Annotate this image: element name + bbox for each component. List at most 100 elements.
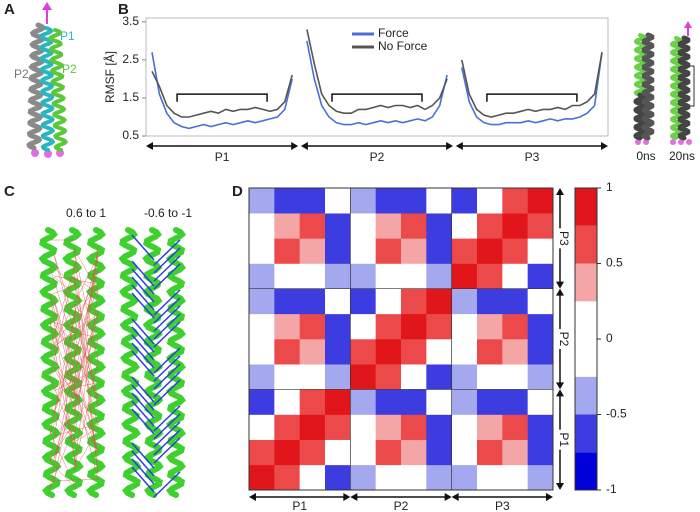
contact-line: [49, 266, 77, 354]
heatmap-cell: [350, 439, 376, 466]
arrow-head: [556, 483, 564, 490]
heatmap-cell: [477, 263, 503, 289]
heatmap-cell: [375, 313, 402, 340]
heatmap-cell: [350, 339, 376, 365]
colorbar-bin: [575, 452, 597, 490]
heatmap-cell: [401, 313, 427, 340]
heatmap-cell: [451, 238, 478, 264]
arrow-head: [556, 382, 564, 390]
segment-label-bg: [555, 429, 566, 450]
arrow-head: [446, 142, 454, 150]
contact-line: [131, 442, 155, 469]
heatmap-cell: [451, 364, 478, 390]
heatmap-cell: [274, 364, 300, 390]
colorbar-tick-label: -0.5: [606, 407, 627, 421]
heatmap-cell: [477, 288, 503, 315]
segment-label: P1: [292, 499, 307, 512]
contact-label: -0.6 to -1: [144, 206, 192, 220]
heatmap-cell: [527, 389, 554, 415]
heatmap-cell: [527, 339, 554, 365]
contact-line: [131, 384, 155, 411]
contact-line: [53, 478, 99, 482]
contact-line: [153, 289, 181, 316]
heatmap-cell: [401, 364, 427, 390]
contact-line: [131, 458, 155, 485]
contact-line: [131, 284, 155, 311]
heatmap-cell: [350, 213, 376, 239]
arrow-head: [556, 281, 564, 289]
contact-line: [73, 248, 99, 362]
heatmap-cell: [299, 464, 326, 491]
segment-label-bg: [555, 228, 566, 249]
contact-line: [153, 471, 181, 498]
arrow-head: [343, 493, 351, 501]
contact-line: [131, 376, 155, 403]
snapshots: [635, 21, 695, 145]
heatmap-cell: [426, 288, 452, 315]
contact-line: [153, 405, 181, 432]
heatmap-cell: [527, 188, 554, 214]
contact-line: [53, 275, 99, 285]
heatmap-cell: [477, 464, 503, 491]
series-line: [461, 52, 603, 118]
heatmap-cell: [426, 238, 452, 264]
plot-frame: [248, 187, 554, 491]
panel-label: D: [232, 183, 243, 200]
heatmap-cell: [350, 238, 376, 264]
contact-line: [49, 284, 77, 296]
heatmap-cell: [350, 414, 376, 440]
heatmap-cell: [350, 364, 376, 390]
helix-label: P2: [14, 67, 29, 81]
plot-frame: [145, 17, 609, 137]
heatmap-cell: [502, 364, 528, 390]
contact-line: [131, 342, 155, 369]
panel-label: C: [4, 183, 15, 200]
arrow-head: [546, 493, 553, 501]
heatmap-cell: [350, 288, 376, 315]
heatmap-cell: [375, 414, 402, 440]
heatmap-cell: [249, 263, 275, 289]
heatmap-cell: [375, 188, 402, 214]
heatmap-cell: [350, 464, 376, 491]
legend-label: No Force: [378, 39, 428, 53]
heatmap-cell: [249, 364, 275, 390]
heatmap-cell: [477, 414, 503, 440]
heatmap-cell: [451, 414, 478, 440]
helix: [47, 28, 69, 152]
heatmap-cell: [451, 313, 478, 340]
contact-line: [73, 331, 99, 339]
legend-label: Force: [378, 26, 409, 40]
heatmap-cell: [274, 313, 300, 340]
contact-line: [153, 371, 181, 398]
segment-label: P1: [215, 150, 230, 164]
segment-label: P1: [557, 432, 571, 447]
contact-line: [53, 284, 99, 346]
y-tick-label: 2.5: [122, 52, 139, 66]
heatmap-cell: [451, 188, 478, 214]
heatmap-cell: [426, 439, 452, 466]
heatmap-cell: [274, 188, 300, 214]
heatmap-cell: [325, 313, 351, 340]
arrow-head: [556, 188, 564, 195]
heatmap-cell: [401, 339, 427, 365]
contact-line: [131, 392, 155, 419]
snapshot-label: 20ns: [669, 149, 695, 163]
heatmap-cell: [426, 364, 452, 390]
heatmap-cell: [375, 464, 402, 491]
contact-line: [49, 351, 77, 489]
y-axis-label: RMSF [Å]: [102, 51, 117, 103]
heatmap-cell: [401, 213, 427, 239]
heatmap-cell: [426, 263, 452, 289]
heatmap-cell: [375, 263, 402, 289]
arrow-head: [556, 389, 564, 397]
colorbar-bin: [575, 188, 597, 226]
contact-line: [153, 429, 181, 456]
heatmap-cell: [502, 188, 528, 214]
heatmap-cell: [451, 263, 478, 289]
heatmap-cell: [299, 213, 326, 239]
contact-line: [153, 347, 181, 374]
colorbar-tick-label: 1: [606, 180, 613, 194]
heatmap-cell: [299, 364, 326, 390]
heatmap-cell: [325, 238, 351, 264]
